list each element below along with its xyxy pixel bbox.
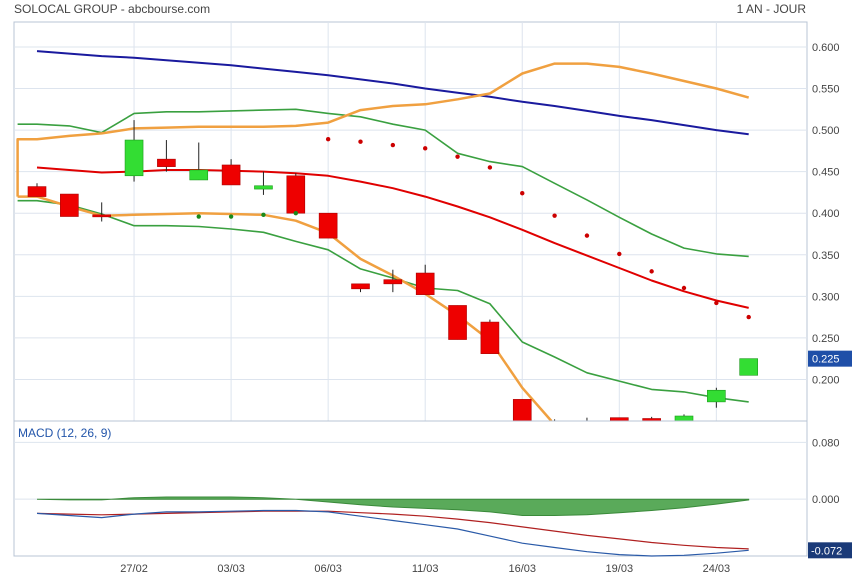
sar-dot xyxy=(358,139,363,144)
sar-dot xyxy=(293,210,298,216)
macd-line xyxy=(36,509,749,557)
y-tick-label: 0.250 xyxy=(812,333,840,345)
macd-last-badge xyxy=(808,542,852,559)
sar-dot xyxy=(228,214,234,219)
sar-dot xyxy=(261,212,266,218)
candle-body xyxy=(27,186,47,197)
candle-body xyxy=(480,321,500,354)
sar-dot xyxy=(714,300,719,306)
x-tick-label: 16/03 xyxy=(508,563,536,575)
candle-body xyxy=(221,164,241,186)
sar-dot xyxy=(455,154,460,159)
sar-dot xyxy=(520,191,525,196)
sar-dot xyxy=(325,137,331,142)
price-axis: 0.200 0.250 0.300 0.350 0.400 0.450 0.500 0.550… xyxy=(812,42,840,387)
sar-dot xyxy=(681,285,687,291)
candle-body xyxy=(415,272,435,295)
candle-body xyxy=(318,212,338,239)
x-tick-label: 11/03 xyxy=(412,563,439,575)
macd-title: MACD (12, 26, 9) xyxy=(18,426,111,440)
sar-dot xyxy=(746,314,751,320)
y-tick-label: 0.400 xyxy=(812,208,840,220)
candle-body xyxy=(60,193,79,217)
last-price-label: 0.225 xyxy=(812,354,840,366)
indicator-line xyxy=(36,50,749,136)
candle-body xyxy=(674,415,694,422)
macd-panel xyxy=(13,420,808,557)
y-tick-label: 0.600 xyxy=(812,42,840,54)
sar-dot xyxy=(390,142,396,148)
candle-body xyxy=(351,283,370,290)
y-tick-label: 0.000 xyxy=(812,494,840,506)
y-tick-label: 0.080 xyxy=(812,437,840,449)
candle-body xyxy=(157,158,176,167)
x-tick-label: 03/03 xyxy=(217,563,245,575)
candle-body xyxy=(512,399,532,422)
price-plot: 0.225 xyxy=(16,50,852,424)
macd-histogram-area xyxy=(36,496,750,516)
candle-body xyxy=(286,175,306,214)
y-tick-label: 0.200 xyxy=(812,374,840,386)
candle-body xyxy=(739,358,759,376)
x-tick-label: 19/03 xyxy=(606,563,634,575)
sar-dot xyxy=(584,233,590,238)
chart-title: SOLOCAL GROUP - abcbourse.com xyxy=(14,2,210,16)
y-tick-label: 0.450 xyxy=(812,167,840,179)
candle-body xyxy=(189,169,209,181)
x-tick-label: 24/03 xyxy=(703,563,731,575)
sar-dot xyxy=(552,213,557,218)
date-axis: 27/02 03/03 06/03 11/03 16/03 19/03 24/03 xyxy=(120,563,730,575)
sar-dot xyxy=(617,251,622,257)
candle-body xyxy=(707,389,726,403)
candle-body xyxy=(383,279,403,285)
y-tick-label: 0.350 xyxy=(812,250,840,262)
candle-body xyxy=(124,139,144,177)
candle-body xyxy=(448,305,467,340)
indicator-line xyxy=(17,199,749,403)
candle-body xyxy=(254,185,273,190)
indicator-line xyxy=(36,166,749,309)
macd-axis: 0.080 0.000 xyxy=(812,437,840,506)
period-label[interactable]: 1 AN - JOUR xyxy=(737,2,807,16)
y-tick-label: 0.300 xyxy=(812,291,840,303)
sar-dot xyxy=(649,269,654,274)
macd-plot: -0.072 xyxy=(36,496,852,559)
candle-body xyxy=(92,214,111,218)
sar-dot xyxy=(423,146,428,151)
indicator-line xyxy=(17,108,749,258)
x-tick-label: 27/02 xyxy=(120,563,148,575)
x-tick-label: 06/03 xyxy=(314,563,342,575)
y-tick-label: 0.550 xyxy=(812,84,840,96)
sar-dot xyxy=(487,165,493,170)
indicator-line xyxy=(16,62,750,197)
macd-signal-line xyxy=(36,510,749,550)
macd-last-label: -0.072 xyxy=(811,545,842,557)
sar-dot xyxy=(196,214,201,219)
last-price-badge xyxy=(808,350,852,367)
y-tick-label: 0.500 xyxy=(812,125,840,137)
